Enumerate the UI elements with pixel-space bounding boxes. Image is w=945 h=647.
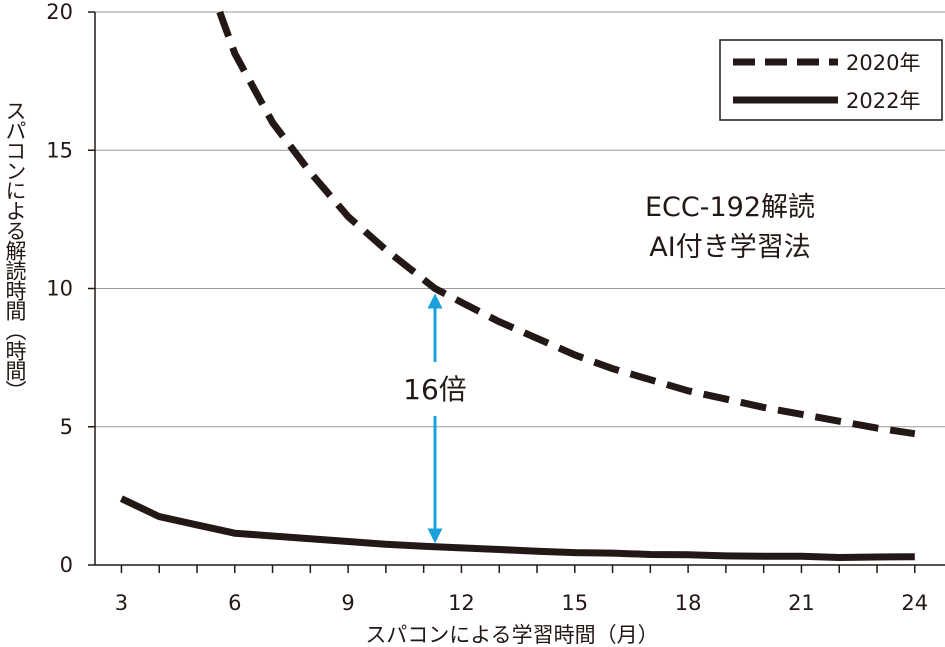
y-tick-label: 20 <box>46 0 73 24</box>
method-label: ECC-192解読 <box>645 192 815 223</box>
x-tick-label: 21 <box>788 591 815 615</box>
y-axis-title: スパコンによる解読時間（時間） <box>3 100 27 400</box>
x-tick-label: 3 <box>115 591 128 615</box>
y-tick-label: 5 <box>60 415 73 439</box>
x-tick-label: 15 <box>561 591 588 615</box>
x-tick-label: 24 <box>901 591 928 615</box>
x-tick-label: 18 <box>675 591 702 615</box>
x-tick-label: 9 <box>341 591 354 615</box>
y-tick-label: 0 <box>60 553 73 577</box>
method-label: AI付き学習法 <box>649 232 810 263</box>
series-line-2020 <box>216 10 916 438</box>
legend-label: 2020年 <box>846 51 920 75</box>
x-tick-label: 6 <box>228 591 241 615</box>
x-tick-label: 12 <box>448 591 475 615</box>
y-tick-label: 10 <box>46 277 73 301</box>
x-axis-title: スパコンによる学習時間（月） <box>365 623 658 647</box>
ratio-label: 16倍 <box>403 373 467 406</box>
series-line-2022 <box>119 495 915 561</box>
y-tick-label: 15 <box>46 138 73 162</box>
legend-label: 2022年 <box>846 89 920 113</box>
legend-box <box>719 39 943 121</box>
